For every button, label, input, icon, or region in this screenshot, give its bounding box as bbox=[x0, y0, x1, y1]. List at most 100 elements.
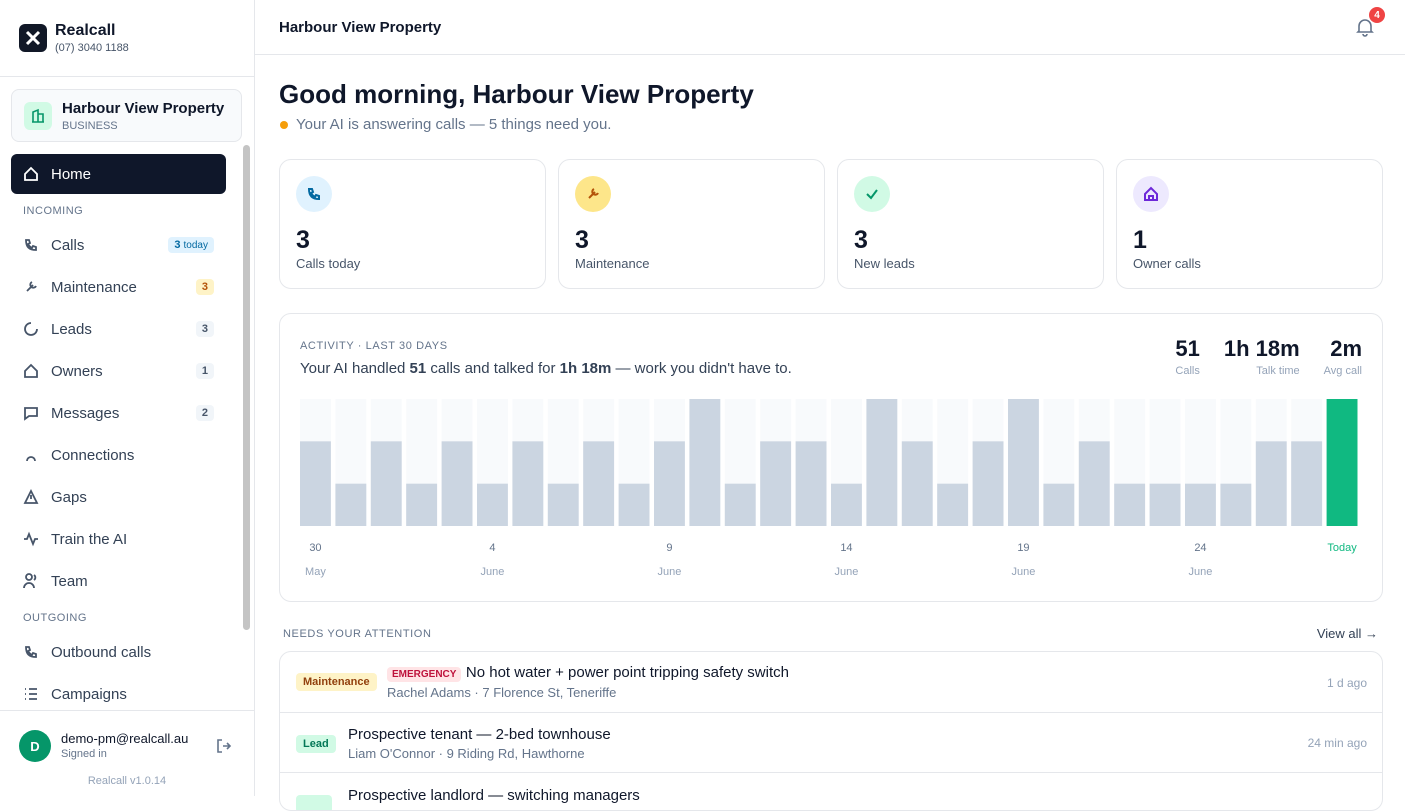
text: 1h 18m bbox=[559, 360, 612, 377]
x-tick-label: 4 bbox=[489, 542, 495, 554]
nav-item[interactable]: Leads 3 bbox=[11, 309, 226, 349]
attention-heading: NEEDS YOUR ATTENTION bbox=[283, 628, 432, 640]
nav-label: Outbound calls bbox=[51, 643, 152, 661]
x-tick-sublabel: June bbox=[1012, 566, 1036, 578]
sidebar: Realcall (07) 3040 1188 Harbour View Pro… bbox=[0, 0, 255, 796]
notifications[interactable] bbox=[1355, 17, 1375, 37]
stat-card[interactable]: 3 Calls today bbox=[279, 159, 546, 289]
bar bbox=[972, 441, 1004, 526]
badge-count: 3 bbox=[201, 323, 208, 335]
bar bbox=[1149, 483, 1181, 526]
attention-list: Maintenance EMERGENCY No hot water + pow… bbox=[279, 651, 1383, 811]
nav-label: Connections bbox=[51, 446, 135, 464]
nav-label: Team bbox=[51, 572, 88, 590]
text: — work you didn't have to. bbox=[611, 360, 792, 377]
x-tick-sublabel: June bbox=[1189, 566, 1213, 578]
nav-item[interactable]: Maintenance 3 bbox=[11, 267, 226, 307]
bar bbox=[1008, 399, 1039, 526]
bar bbox=[477, 483, 508, 526]
greeting-subtitle: Your AI is answering calls — 5 things ne… bbox=[296, 116, 612, 133]
metric-value: 1h 18m bbox=[1223, 336, 1300, 361]
attention-item[interactable]: Prospective landlord — switching manager… bbox=[280, 773, 1382, 810]
nav-label: Calls bbox=[51, 236, 85, 254]
activity-card: ACTIVITY · LAST 30 DAYS Your AI handled … bbox=[279, 313, 1383, 602]
version: Realcall v1.0.14 bbox=[87, 775, 167, 787]
account-switcher[interactable]: Harbour View Property BUSINESS bbox=[11, 89, 242, 142]
text: 51 bbox=[409, 360, 427, 377]
stat-label: New leads bbox=[854, 256, 915, 271]
item-detail: Rachel Adams · 7 Florence St, Teneriffe bbox=[387, 685, 617, 700]
x-tick-label: 14 bbox=[840, 542, 852, 554]
page-title: Harbour View Property bbox=[279, 19, 442, 36]
x-tick-sublabel: June bbox=[835, 566, 859, 578]
nav-item[interactable]: Messages 2 bbox=[11, 393, 226, 433]
stat-card[interactable]: 3 New leads bbox=[837, 159, 1104, 289]
attention-item[interactable]: Maintenance EMERGENCY No hot water + pow… bbox=[280, 652, 1382, 713]
nav-label: Gaps bbox=[51, 488, 87, 506]
logo bbox=[19, 24, 47, 52]
user-email: demo-pm@realcall.au bbox=[61, 731, 189, 746]
item-detail: Liam O'Connor · 9 Riding Rd, Hawthorne bbox=[348, 746, 585, 761]
nav-item[interactable]: Gaps bbox=[11, 477, 226, 517]
stat-card[interactable]: 3 Maintenance bbox=[558, 159, 825, 289]
bar bbox=[441, 441, 473, 526]
activity-chart: 30 May 4 June 9 June 14 June 19 June 24 June Today bbox=[300, 399, 1358, 578]
stat-label: Calls today bbox=[296, 256, 361, 271]
nav-item[interactable]: Outbound calls bbox=[11, 632, 226, 672]
scrollbar[interactable] bbox=[243, 145, 250, 630]
metric-label: Talk time bbox=[1256, 365, 1300, 377]
nav-item[interactable]: Connections bbox=[11, 435, 226, 475]
stat-label: Owner calls bbox=[1133, 256, 1201, 271]
bar bbox=[654, 441, 685, 526]
item-time: 1 d ago bbox=[1326, 676, 1367, 690]
x-tick-sublabel: June bbox=[658, 566, 682, 578]
tag: Maintenance bbox=[296, 673, 377, 691]
bar bbox=[1114, 483, 1146, 526]
nav-item[interactable]: Calls 3 today bbox=[11, 225, 226, 265]
section-heading: OUTGOING bbox=[23, 612, 87, 624]
nav-item[interactable]: Owners 1 bbox=[11, 351, 226, 391]
bar bbox=[1185, 483, 1216, 526]
bar bbox=[1291, 441, 1323, 526]
bar bbox=[795, 441, 827, 526]
nav-home[interactable]: Home bbox=[11, 154, 226, 194]
stat-card[interactable]: 1 Owner calls bbox=[1116, 159, 1383, 289]
nav-label: Campaigns bbox=[51, 685, 127, 703]
attention-item[interactable]: Lead Prospective tenant — 2-bed townhous… bbox=[280, 712, 1382, 773]
bar bbox=[583, 441, 615, 526]
bar bbox=[547, 483, 579, 526]
nav-badge: 3 bbox=[195, 321, 214, 337]
bar bbox=[512, 441, 544, 526]
bar bbox=[300, 441, 331, 526]
badge-count: 1 bbox=[201, 365, 208, 377]
stat-value: 3 bbox=[296, 226, 310, 254]
activity-summary: Your AI handled 51 calls and talked for … bbox=[300, 360, 792, 377]
greeting: Good morning, Harbour View Property bbox=[279, 79, 754, 109]
x-tick-label: 24 bbox=[1194, 542, 1206, 554]
tag: Lead bbox=[296, 735, 336, 753]
bar bbox=[1043, 483, 1075, 526]
item-time: 24 min ago bbox=[1307, 736, 1367, 750]
bar bbox=[1255, 441, 1287, 526]
metric-value: 2m bbox=[1330, 336, 1362, 361]
bar bbox=[937, 483, 969, 526]
nav-badge: 1 bbox=[195, 363, 214, 379]
topbar: Harbour View Property 4 bbox=[255, 0, 1405, 55]
activity-metrics: 51 Calls 1h 18m Talk time 2m Avg call bbox=[1175, 336, 1362, 377]
badge-count: 3 bbox=[201, 281, 208, 293]
stat-value: 1 bbox=[1133, 226, 1147, 254]
nav-item[interactable]: Train the AI bbox=[11, 519, 226, 559]
nav-item[interactable]: Team bbox=[11, 561, 226, 601]
nav-label: Maintenance bbox=[51, 278, 137, 296]
account-name: Harbour View Property bbox=[62, 100, 225, 117]
flag: EMERGENCY bbox=[387, 667, 462, 682]
nav-item[interactable]: Campaigns bbox=[11, 674, 226, 714]
view-all[interactable]: View all → bbox=[1316, 626, 1378, 641]
bar bbox=[370, 441, 402, 526]
nav-label: Home bbox=[51, 165, 92, 183]
bar bbox=[866, 399, 898, 526]
badge-note: today bbox=[183, 240, 208, 251]
sign-out[interactable] bbox=[216, 738, 232, 754]
metric-label: Calls bbox=[1175, 365, 1200, 377]
